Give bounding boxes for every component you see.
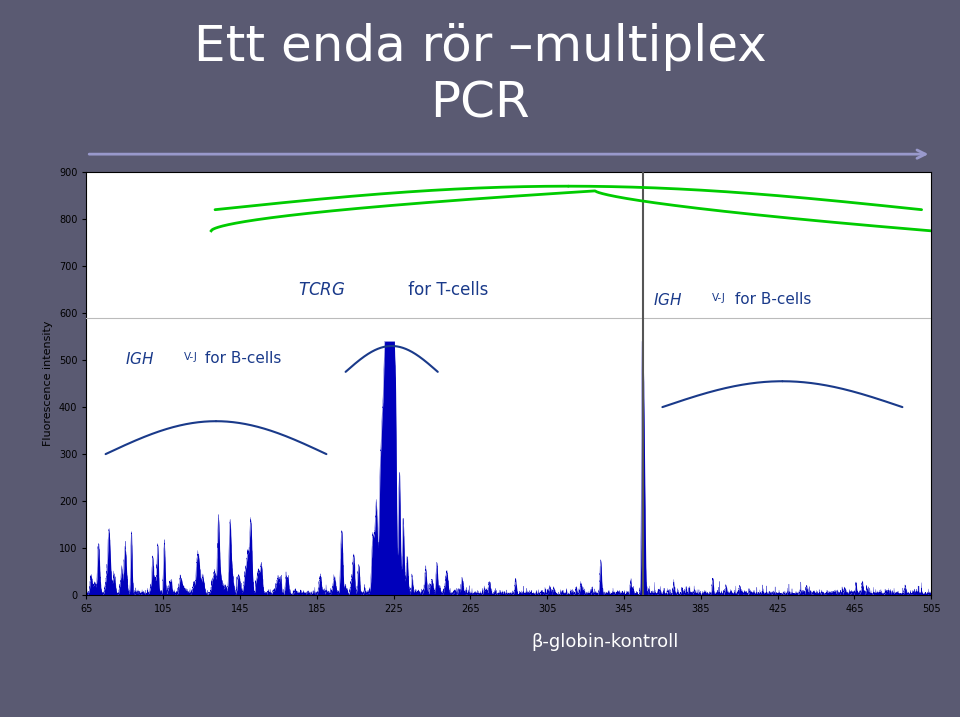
Text: for B-cells: for B-cells [200, 351, 281, 366]
Text: Ett enda rör –multiplex: Ett enda rör –multiplex [194, 23, 766, 70]
Text: $\mathit{IGH}$: $\mathit{IGH}$ [125, 351, 155, 366]
Text: $\mathit{TCRG}$: $\mathit{TCRG}$ [298, 280, 345, 298]
Y-axis label: Fluorescence intensity: Fluorescence intensity [43, 320, 54, 447]
Text: $\mathit{IGH}$: $\mathit{IGH}$ [653, 292, 683, 308]
Text: for T-cells: for T-cells [403, 280, 489, 298]
Text: for B-cells: for B-cells [730, 293, 811, 308]
Text: PCR: PCR [430, 80, 530, 128]
Text: V-J: V-J [184, 352, 198, 362]
Text: V-J: V-J [712, 293, 726, 303]
Text: β-globin-kontroll: β-globin-kontroll [531, 632, 679, 651]
